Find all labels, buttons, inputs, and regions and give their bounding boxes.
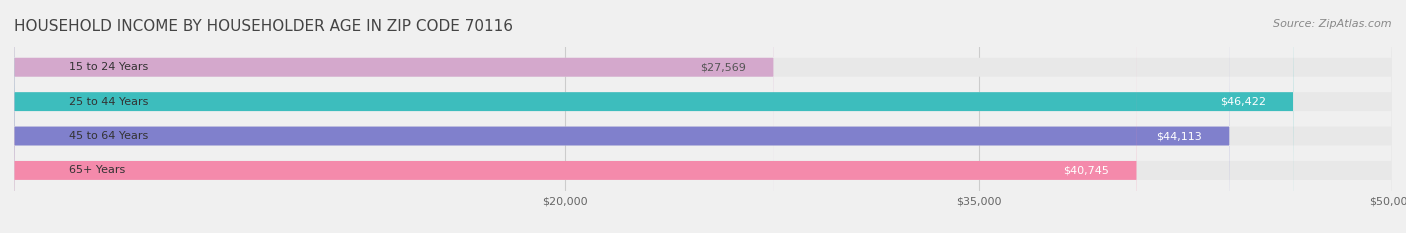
FancyBboxPatch shape [14,0,1392,233]
FancyBboxPatch shape [14,0,1294,233]
Text: $40,745: $40,745 [1063,165,1109,175]
Text: 65+ Years: 65+ Years [69,165,125,175]
Text: 15 to 24 Years: 15 to 24 Years [69,62,149,72]
FancyBboxPatch shape [14,0,773,233]
FancyBboxPatch shape [14,0,1137,233]
Text: 25 to 44 Years: 25 to 44 Years [69,97,149,107]
Text: HOUSEHOLD INCOME BY HOUSEHOLDER AGE IN ZIP CODE 70116: HOUSEHOLD INCOME BY HOUSEHOLDER AGE IN Z… [14,19,513,34]
Text: 45 to 64 Years: 45 to 64 Years [69,131,149,141]
FancyBboxPatch shape [14,0,1392,233]
Text: $27,569: $27,569 [700,62,747,72]
Text: Source: ZipAtlas.com: Source: ZipAtlas.com [1274,19,1392,29]
FancyBboxPatch shape [14,0,1230,233]
FancyBboxPatch shape [14,0,1392,233]
Text: $46,422: $46,422 [1220,97,1265,107]
Text: $44,113: $44,113 [1156,131,1202,141]
FancyBboxPatch shape [14,0,1392,233]
